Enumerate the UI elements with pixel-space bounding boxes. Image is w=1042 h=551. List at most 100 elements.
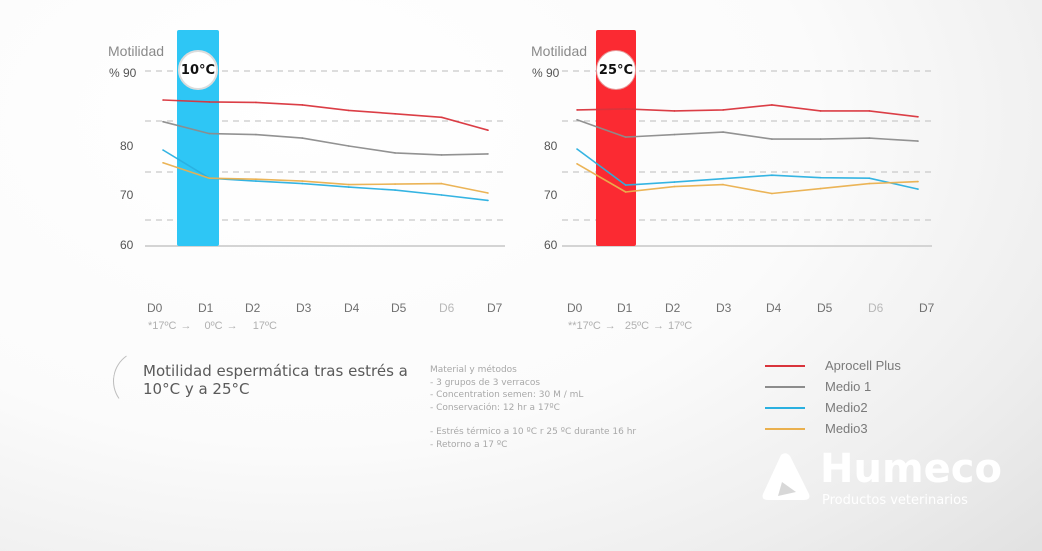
data-point: [868, 110, 871, 112]
methods-heading: Material y métodos: [430, 365, 517, 375]
methods-item: - Retorno a 17 ºC: [430, 439, 508, 450]
data-point: [162, 162, 164, 164]
stress-temperature-badge: 25°C: [596, 50, 636, 90]
right-x-tick-label: D3: [716, 301, 732, 315]
legend-swatch: [765, 364, 805, 367]
data-point: [255, 101, 257, 104]
data-point: [673, 133, 676, 136]
data-point: [301, 137, 304, 139]
data-point: [624, 191, 627, 193]
data-point: [162, 149, 164, 151]
data-point: [771, 138, 773, 140]
figure-title-line: 10°C y a 25°C: [143, 380, 250, 398]
data-point: [208, 132, 211, 135]
figure-title: Motilidad espermática tras estrés a 10°C…: [143, 362, 413, 398]
data-point: [722, 183, 724, 186]
right-temperature-note: **17ºC → 25ºC → 17ºC: [568, 320, 696, 332]
legend: Aprocell Plus Medio 1 Medio2 Medio3: [765, 355, 901, 439]
data-point: [487, 192, 489, 194]
data-point: [394, 189, 396, 191]
data-point: [576, 163, 578, 165]
data-point: [440, 154, 443, 156]
left-y-tick-label: 70: [120, 188, 134, 202]
legend-swatch: [765, 427, 805, 430]
legend-label: Medio2: [825, 400, 868, 415]
data-point: [771, 174, 773, 176]
data-point: [819, 110, 822, 112]
right-x-tick-label: D7: [919, 301, 935, 315]
series-line-aprocell-plus: [576, 104, 919, 118]
brand-tagline: Productos veterinarios: [822, 493, 968, 508]
right-y-axis-title: Motilidad: [531, 43, 588, 59]
data-point: [162, 99, 164, 101]
temp-step: 25ºC: [624, 320, 650, 332]
data-point: [347, 186, 350, 188]
legend-item: Medio3: [765, 418, 901, 439]
legend-item: Aprocell Plus: [765, 355, 901, 376]
legend-label: Aprocell Plus: [825, 358, 901, 373]
data-point: [347, 109, 350, 112]
data-point: [868, 182, 871, 185]
right-x-tick-label: D1: [617, 301, 633, 315]
methods-item: - 3 grupos de 3 verracos: [430, 377, 541, 388]
right-x-tick-label: D2: [665, 301, 681, 315]
data-point: [624, 184, 627, 186]
data-point: [576, 119, 578, 121]
data-point: [917, 188, 919, 190]
series-line-medio3: [576, 163, 919, 195]
right-x-tick-label: D0: [567, 301, 583, 315]
temp-step: 0ºC: [204, 320, 223, 332]
left-x-tick-label: D3: [296, 301, 312, 315]
series-line-medio-1: [576, 119, 919, 142]
methods-item: - Conservación: 12 hr a 17ºC: [430, 402, 560, 413]
methods-item: - Concentration semen: 30 M / mL: [430, 390, 584, 400]
arrow-right-icon: →: [180, 320, 192, 332]
data-point: [255, 180, 257, 182]
data-point: [819, 176, 822, 179]
data-point: [347, 145, 350, 147]
left-x-tick-label: D4: [344, 301, 360, 315]
data-point: [624, 136, 627, 138]
legend-item: Medio2: [765, 397, 901, 418]
triangle-logo-icon: [762, 453, 810, 500]
legend-swatch: [765, 385, 805, 388]
data-point: [301, 182, 304, 185]
data-point: [624, 108, 627, 110]
right-y-tick-label: 70: [544, 188, 558, 202]
data-point: [255, 178, 257, 180]
legend-item: Medio 1: [765, 376, 901, 397]
data-point: [722, 109, 724, 111]
right-x-tick-label: D6: [868, 301, 884, 315]
data-point: [394, 152, 396, 154]
data-point: [255, 133, 257, 136]
data-point: [868, 137, 871, 139]
left-y-axis-title: Motilidad: [108, 43, 165, 59]
stress-temperature-badge: 10°C: [178, 50, 218, 90]
data-point: [917, 180, 919, 183]
arrow-right-icon: →: [653, 320, 665, 332]
methods-item: - Estrés térmico a 10 ºC r 25 ºC durante…: [430, 427, 637, 437]
data-point: [394, 113, 396, 115]
left-x-tick-label: D7: [487, 301, 503, 315]
series-line-medio-1: [162, 120, 489, 156]
right-x-tick-label: D4: [766, 301, 782, 315]
data-point: [162, 120, 164, 123]
data-point: [487, 129, 489, 131]
data-point: [771, 192, 773, 195]
data-point: [576, 148, 578, 150]
left-y-tick-label: 60: [120, 238, 134, 252]
series-line-aprocell-plus: [162, 99, 489, 131]
temp-step: 17ºC: [668, 320, 693, 332]
left-temperature-note: *17ºC → 0ºC → 17ºC: [148, 320, 281, 332]
arrow-right-icon: →: [604, 320, 616, 332]
data-point: [771, 104, 773, 106]
data-point: [487, 199, 489, 202]
left-x-tick-label: D6: [439, 301, 455, 315]
data-point: [208, 177, 211, 179]
data-point: [394, 183, 396, 185]
left-x-tick-label: D0: [147, 301, 163, 315]
left-x-tick-label: D2: [245, 301, 261, 315]
data-point: [673, 181, 676, 183]
data-point: [440, 182, 443, 185]
left-x-tick-label: D5: [391, 301, 407, 315]
